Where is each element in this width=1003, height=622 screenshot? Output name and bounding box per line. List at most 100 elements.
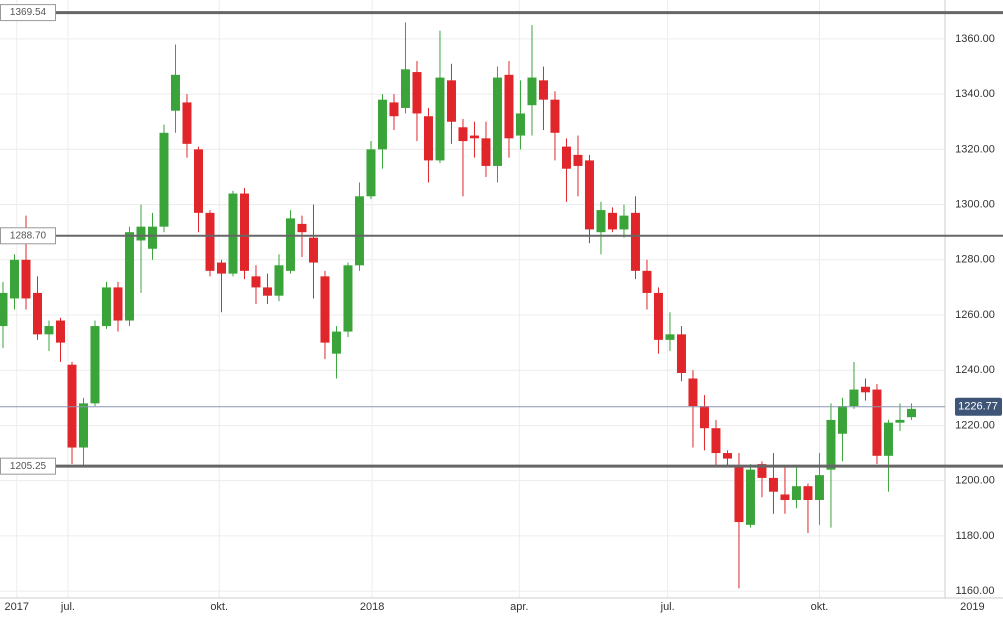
candle-body — [216, 262, 226, 274]
candle-body — [136, 226, 146, 241]
candle-body — [285, 218, 295, 271]
candle-body — [550, 99, 560, 133]
candle-body — [469, 135, 479, 139]
candle-body — [504, 74, 514, 139]
candle-body — [9, 259, 19, 299]
y-tick-label: 1260.00 — [955, 309, 995, 321]
candle-body — [159, 132, 169, 227]
candle-body — [906, 408, 916, 418]
candle-body — [711, 428, 721, 454]
candle-body — [32, 292, 42, 335]
candle-body — [320, 276, 330, 343]
x-tick-label: jul. — [60, 601, 75, 613]
candle-body — [101, 287, 111, 327]
x-tick-label: 2019 — [960, 601, 984, 613]
x-tick-label: jul. — [660, 601, 675, 613]
y-tick-label: 1200.00 — [955, 475, 995, 487]
candle-body — [607, 212, 617, 230]
candle-body — [400, 69, 410, 108]
candle-body — [676, 334, 686, 373]
candle-body — [389, 102, 399, 117]
x-tick-label: okt. — [210, 601, 228, 613]
candle-body — [883, 422, 893, 456]
y-tick-label: 1360.00 — [955, 33, 995, 45]
candle-body — [297, 223, 307, 233]
y-tick-label: 1180.00 — [956, 530, 995, 542]
candle-body — [791, 486, 801, 500]
y-tick-label: 1240.00 — [955, 364, 995, 376]
candle-body — [308, 237, 318, 263]
candle-body — [239, 193, 249, 271]
y-tick-label: 1320.00 — [955, 143, 995, 155]
candle-body — [21, 259, 31, 299]
y-tick-label: 1340.00 — [955, 88, 995, 100]
candle-body — [837, 406, 847, 434]
candle-body — [412, 72, 422, 114]
candle-body — [0, 292, 8, 327]
candle-body — [745, 469, 755, 525]
candle-body — [584, 160, 594, 230]
candle-body — [596, 210, 606, 233]
candle-body — [458, 127, 468, 142]
candle-body — [44, 326, 54, 335]
x-tick-label: 2017 — [5, 601, 29, 613]
level-label: 1288.70 — [10, 230, 47, 241]
y-tick-label: 1220.00 — [955, 419, 995, 431]
candle-body — [331, 331, 341, 354]
candle-body — [515, 113, 525, 136]
x-tick-label: 2018 — [360, 601, 384, 613]
level-label-box — [0, 4, 56, 22]
last-price-label: 1226.77 — [958, 401, 998, 413]
candle-body — [274, 265, 284, 296]
candle-body — [147, 226, 157, 249]
candle-body — [354, 196, 364, 266]
candle-body — [481, 138, 491, 166]
last-price-box — [955, 397, 1002, 416]
candle-body — [492, 77, 502, 166]
candle-body — [699, 406, 709, 429]
candle-body — [78, 403, 88, 448]
candle-body — [446, 80, 456, 122]
candle-body — [814, 475, 824, 500]
level-label: 1369.54 — [10, 7, 47, 18]
candle-body — [251, 276, 261, 288]
candle-body — [630, 212, 640, 271]
y-tick-label: 1300.00 — [955, 198, 995, 210]
candle-body — [619, 215, 629, 230]
candle-body — [757, 464, 767, 478]
candle-body — [366, 149, 376, 197]
candle-body — [170, 74, 180, 111]
level-label-box — [0, 227, 56, 245]
candle-body — [561, 146, 571, 169]
candle-body — [205, 212, 215, 271]
candle-body — [538, 80, 548, 100]
candle-body — [688, 378, 698, 407]
candle-body — [860, 386, 870, 393]
candle-body — [653, 292, 663, 340]
candle-body — [803, 486, 813, 500]
candle-body — [527, 77, 537, 106]
candle-body — [193, 149, 203, 213]
candle-body — [872, 389, 882, 456]
candle-body — [642, 270, 652, 293]
candle-body — [435, 77, 445, 161]
candle-body — [182, 102, 192, 144]
candle-body — [55, 320, 65, 343]
candle-body — [722, 453, 732, 459]
y-tick-label: 1280.00 — [955, 254, 995, 266]
x-tick-label: apr. — [510, 601, 528, 613]
candle-body — [343, 265, 353, 332]
level-label-box — [0, 457, 56, 475]
candle-body — [895, 419, 905, 423]
candle-body — [665, 334, 675, 340]
candle-body — [90, 326, 100, 404]
candle-body — [423, 116, 433, 161]
candle-body — [734, 466, 744, 523]
candle-body — [849, 389, 859, 407]
candle-body — [262, 287, 272, 296]
candle-body — [377, 99, 387, 150]
candle-body — [228, 193, 238, 274]
x-tick-label: okt. — [811, 601, 829, 613]
candle-body — [826, 419, 836, 470]
